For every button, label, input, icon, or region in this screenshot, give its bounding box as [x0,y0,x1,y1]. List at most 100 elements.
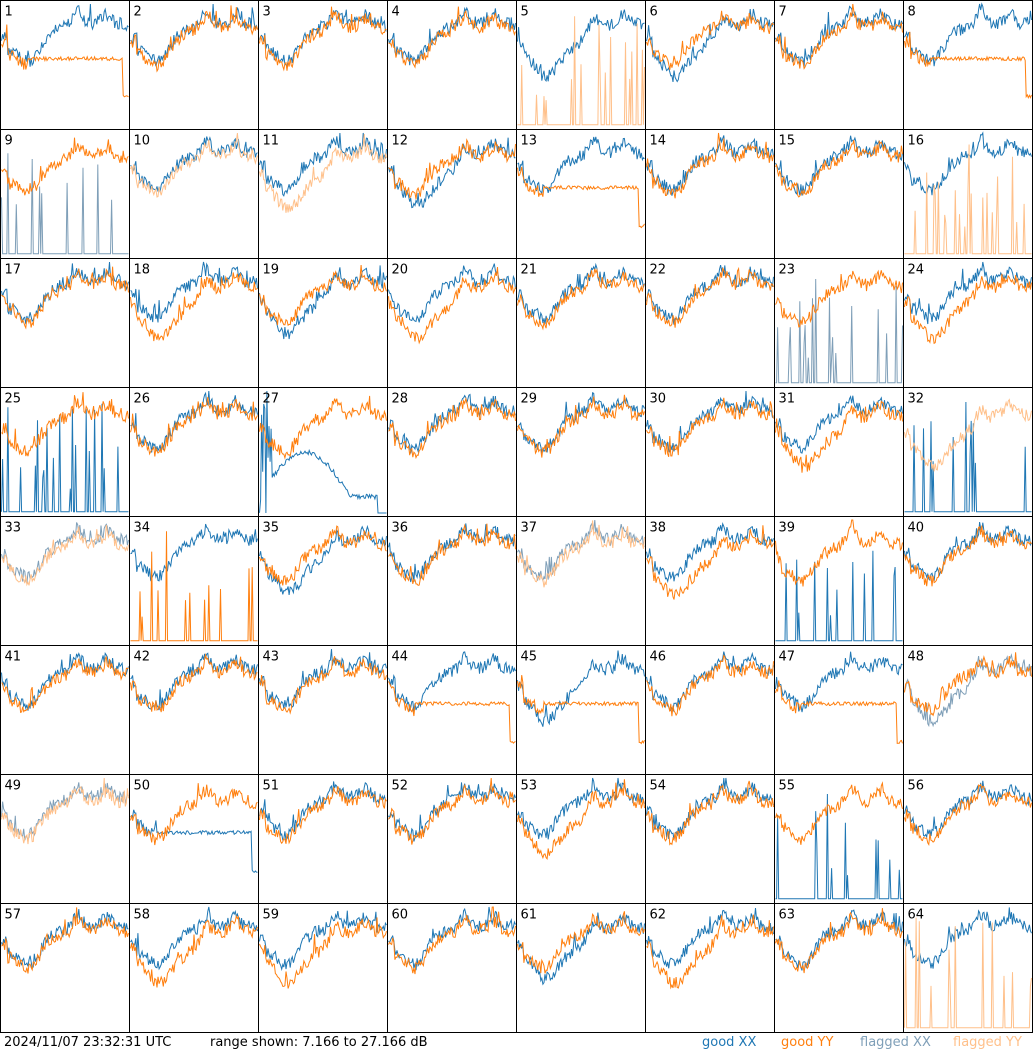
panel-label: 25 [5,392,22,407]
panel-label: 27 [263,392,280,407]
panel-label: 20 [392,263,409,278]
panel-label: 30 [650,392,667,407]
series-yy-60 [388,906,516,975]
panel-59: 59 [258,903,388,1033]
panel-44: 44 [387,645,517,775]
panel-label: 41 [5,650,22,665]
series-yy-22 [646,266,774,328]
panel-45: 45 [516,645,646,775]
series-yy-24 [904,273,1032,345]
series-yy-54 [646,780,774,846]
panel-50: 50 [129,774,259,904]
series-yy-37 [517,520,645,588]
series-xx-54 [646,777,774,840]
series-yy-32 [904,398,1032,472]
panel-34: 34 [129,516,259,646]
series-yy-6 [646,10,774,70]
panel-label: 45 [521,650,538,665]
panel-frame [774,774,904,904]
series-xx-20 [388,263,516,323]
panel-36: 36 [387,516,517,646]
series-yy-26 [130,397,258,457]
series-xx-48 [904,653,1032,728]
panel-label: 24 [908,263,925,278]
panel-label: 28 [392,392,409,407]
panel-label: 15 [779,134,796,149]
panel-30: 30 [645,387,775,517]
series-yy-46 [646,654,774,717]
series-yy-34 [130,531,258,642]
panel-label: 13 [521,134,538,149]
series-yy-40 [904,525,1032,587]
series-yy-14 [646,132,774,199]
series-xx-55 [775,793,903,900]
footer-bar: 2024/11/07 23:32:31 UTC range shown: 7.1… [0,1033,1033,1053]
series-xx-43 [259,648,387,709]
panel-23: 23 [774,258,904,388]
panel-label: 26 [134,392,151,407]
panel-label: 12 [392,134,409,149]
panel-56: 56 [903,774,1033,904]
panel-frame [387,258,517,388]
series-xx-63 [775,909,903,971]
panel-13: 13 [516,129,646,259]
panel-20: 20 [387,258,517,388]
panel-11: 11 [258,129,388,259]
panel-25: 25 [0,387,130,517]
panel-label: 40 [908,521,925,536]
panel-label: 36 [392,521,409,536]
panel-label: 3 [263,5,271,20]
panel-label: 63 [779,908,796,923]
panel-49: 49 [0,774,130,904]
panel-label: 33 [5,521,22,536]
panel-label: 31 [779,392,796,407]
panel-37: 37 [516,516,646,646]
panel-41: 41 [0,645,130,775]
panel-42: 42 [129,645,259,775]
series-xx-7 [775,5,903,68]
panel-label: 34 [134,521,151,536]
panel-53: 53 [516,774,646,904]
series-yy-53 [517,779,645,861]
panel-31: 31 [774,387,904,517]
panel-61: 61 [516,903,646,1033]
series-xx-8 [904,2,1032,67]
series-yy-8 [904,31,1032,100]
series-yy-52 [388,777,516,845]
series-yy-31 [775,400,903,473]
panel-28: 28 [387,387,517,517]
panel-frame [516,129,646,259]
panel-47: 47 [774,645,904,775]
panel-label: 42 [134,650,151,665]
panel-label: 59 [263,908,280,923]
series-xx-16 [904,131,1032,196]
panel-label: 52 [392,779,409,794]
panel-label: 48 [908,650,925,665]
series-xx-28 [388,393,516,454]
panel-63: 63 [774,903,904,1033]
panel-label: 47 [779,650,796,665]
timestamp-label: 2024/11/07 23:32:31 UTC [4,1035,172,1050]
panel-4: 4 [387,0,517,130]
series-yy-58 [130,914,258,988]
series-yy-56 [904,783,1032,847]
panel-label: 17 [5,263,22,278]
panel-6: 6 [645,0,775,130]
series-yy-5 [517,16,645,126]
panel-7: 7 [774,0,904,130]
panel-18: 18 [129,258,259,388]
series-yy-63 [775,908,903,974]
panel-label: 44 [392,650,409,665]
series-xx-47 [775,651,903,713]
series-yy-1 [1,24,129,98]
series-yy-41 [1,655,129,714]
series-xx-38 [646,521,774,584]
series-xx-4 [388,6,516,66]
panel-label: 54 [650,779,667,794]
series-xx-59 [259,910,387,972]
panel-label: 55 [779,779,796,794]
panel-label: 4 [392,5,400,20]
panel-38: 38 [645,516,775,646]
panel-frame [645,645,775,775]
panel-label: 19 [263,263,280,278]
